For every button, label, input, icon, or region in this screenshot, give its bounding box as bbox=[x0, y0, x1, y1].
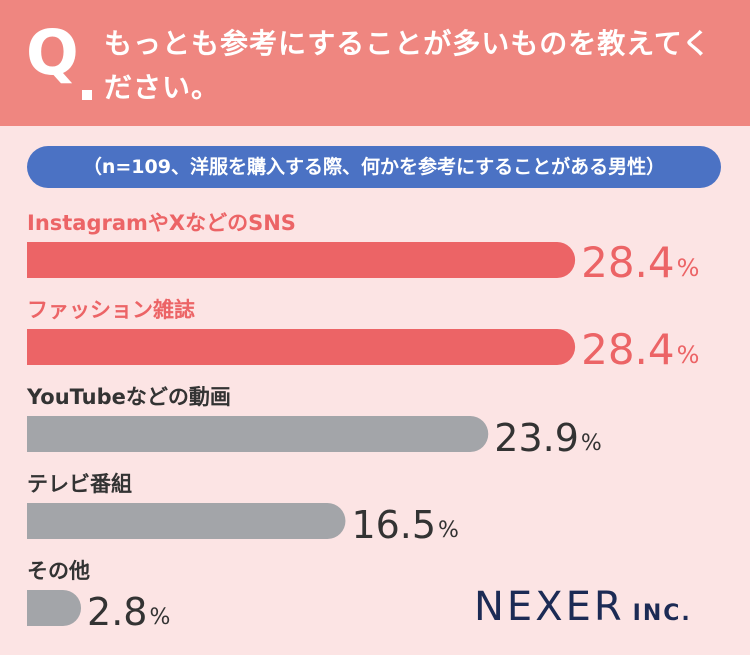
question-text: もっとも参考にすることが多いものを教えてください。 bbox=[104, 27, 712, 104]
bar-left-cap bbox=[27, 503, 45, 539]
percent-unit: % bbox=[677, 341, 700, 369]
question-mark: Q bbox=[26, 16, 79, 89]
value-label: 28.4 bbox=[581, 238, 675, 287]
bar bbox=[27, 416, 489, 452]
bar-left-cap bbox=[27, 590, 45, 626]
percent-unit: % bbox=[581, 431, 602, 456]
bar-left-cap bbox=[27, 329, 45, 365]
category-label: YouTubeなどの動画 bbox=[26, 385, 231, 409]
question-header: Q もっとも参考にすることが多いものを教えてください。 bbox=[0, 0, 750, 126]
question-dot bbox=[82, 90, 92, 100]
logo-suffix: INC. bbox=[632, 601, 692, 626]
sample-note: （n=109、洋服を購入する際、何かを参考にすることがある男性） bbox=[27, 146, 721, 188]
category-label: テレビ番組 bbox=[27, 472, 132, 496]
bar-left-cap bbox=[27, 242, 45, 278]
bar bbox=[27, 503, 346, 539]
value-label: 28.4 bbox=[581, 325, 675, 374]
bar bbox=[27, 329, 576, 365]
category-label: ファッション雑誌 bbox=[27, 298, 195, 322]
bar-left-cap bbox=[27, 416, 45, 452]
nexer-logo: NEXER INC. bbox=[474, 584, 692, 630]
percent-unit: % bbox=[149, 605, 170, 630]
value-label: 2.8 bbox=[87, 590, 147, 634]
bar bbox=[27, 242, 576, 278]
value-label: 23.9 bbox=[494, 416, 579, 460]
percent-unit: % bbox=[438, 518, 459, 543]
percent-unit: % bbox=[677, 254, 700, 282]
category-label: その他 bbox=[27, 559, 90, 583]
category-label: InstagramやXなどのSNS bbox=[27, 211, 296, 235]
value-label: 16.5 bbox=[351, 503, 436, 547]
logo-name: NEXER bbox=[474, 584, 625, 630]
